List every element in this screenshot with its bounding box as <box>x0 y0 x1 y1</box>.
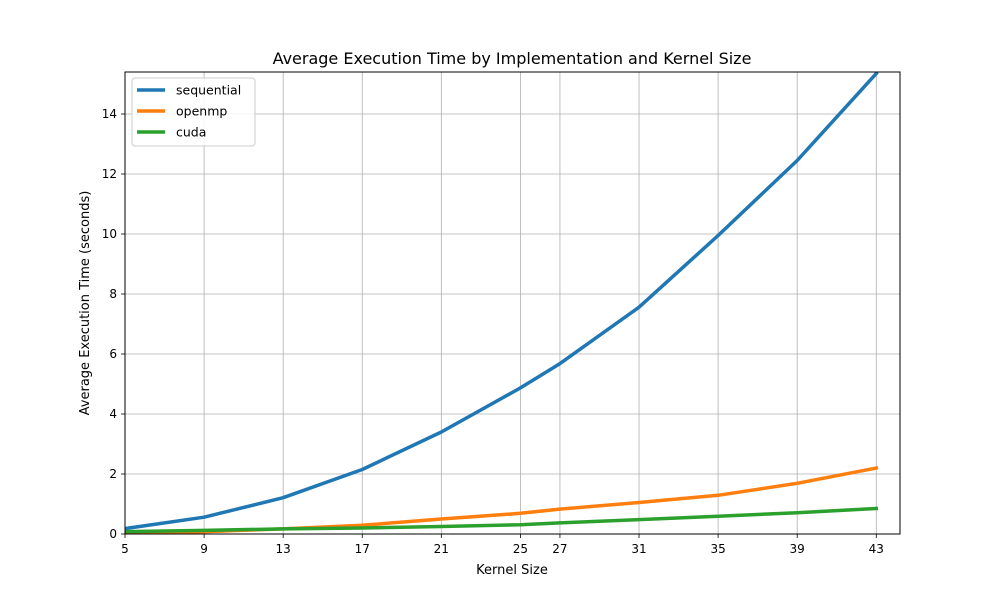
x-tick-label: 5 <box>121 542 129 556</box>
x-tick-label: 43 <box>869 542 884 556</box>
x-tick-label: 25 <box>513 542 528 556</box>
x-tick-label: 31 <box>631 542 646 556</box>
legend-label-sequential: sequential <box>176 83 241 98</box>
grid <box>124 72 900 535</box>
y-tick-label: 12 <box>102 167 117 181</box>
y-tick-label: 8 <box>109 287 117 301</box>
x-tick-label: 21 <box>434 542 449 556</box>
x-axis-label: Kernel Size <box>476 563 548 578</box>
plot-frame <box>124 71 901 535</box>
chart-title: Average Execution Time by Implementation… <box>273 49 752 68</box>
y-tick-label: 2 <box>109 467 117 481</box>
legend-box <box>131 77 256 147</box>
legend: sequential openmp cuda <box>131 77 256 147</box>
legend-label-openmp: openmp <box>176 104 227 119</box>
axis-ticks: 5 9 13 17 21 25 27 31 35 39 43 0 2 4 6 8 10 12 14 <box>102 107 884 556</box>
series-group <box>125 72 879 534</box>
y-tick-label: 0 <box>109 527 117 541</box>
y-axis-label: Average Execution Time (seconds) <box>78 191 93 416</box>
x-tick-label: 35 <box>710 542 725 556</box>
y-tick-label: 10 <box>102 227 117 241</box>
x-tick-label: 17 <box>355 542 370 556</box>
x-tick-label: 39 <box>790 542 805 556</box>
legend-label-cuda: cuda <box>176 125 206 140</box>
y-tick-label: 4 <box>109 407 117 421</box>
y-tick-label: 14 <box>102 107 117 121</box>
y-tick-label: 6 <box>109 347 117 361</box>
x-tick-label: 27 <box>552 542 567 556</box>
x-tick-label: 13 <box>276 542 291 556</box>
series-line-sequential <box>125 72 879 531</box>
x-tick-label: 9 <box>200 542 208 556</box>
series-line-cuda <box>125 506 879 534</box>
series-lines <box>125 72 879 534</box>
